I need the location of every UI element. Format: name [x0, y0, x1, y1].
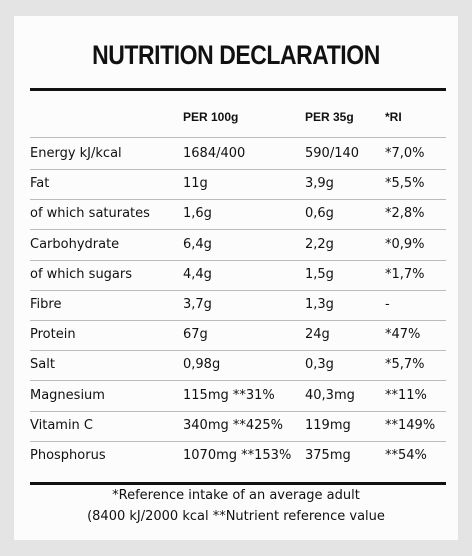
cell-value: 590/140: [305, 146, 360, 161]
cell-value: **149%: [385, 417, 436, 433]
cell-value: *7,0%: [385, 146, 425, 161]
cell-value: 1,6g: [183, 206, 212, 222]
cell-value: *0,9%: [385, 236, 425, 252]
row-label: Energy kJ/kcal: [30, 146, 122, 161]
cell-value: *2,8%: [385, 206, 425, 222]
row-rule: [30, 199, 446, 201]
cell-value: 0,6g: [305, 206, 334, 222]
cell-value: 6,4g: [183, 236, 212, 252]
column-header: PER 100g: [183, 110, 239, 124]
label-panel: NUTRITION DECLARATION *Reference intake …: [14, 16, 458, 540]
rule: [30, 482, 446, 485]
footer-line: *Reference intake of an average adult: [112, 488, 360, 503]
row-label: Protein: [30, 327, 76, 343]
row-rule: [30, 380, 446, 382]
row-label: Phosphorus: [30, 448, 106, 463]
row-label: Vitamin C: [30, 417, 94, 433]
cell-value: *47%: [385, 327, 421, 343]
row-rule: [30, 350, 446, 352]
cell-value: 4,4g: [183, 266, 212, 282]
cell-value: 119mg: [305, 417, 351, 433]
row-rule: [30, 259, 446, 261]
row-rule: [30, 229, 446, 231]
cell-value: 375mg: [305, 448, 351, 463]
title: NUTRITION DECLARATION: [92, 40, 380, 70]
row-label: Carbohydrate: [30, 236, 120, 252]
cell-value: 40,3mg: [305, 387, 355, 403]
cell-value: 115mg **31%: [183, 387, 275, 403]
cell-value: 3,7g: [183, 297, 212, 312]
cell-value: 1684/400: [183, 146, 246, 161]
cell-value: 0,98g: [183, 357, 221, 373]
row-label: Magnesium: [30, 387, 105, 403]
cell-value: *5,5%: [385, 176, 425, 192]
cell-value: -: [385, 297, 390, 312]
cell-value: **54%: [385, 448, 427, 463]
column-header: *RI: [385, 110, 402, 124]
row-label: Fibre: [30, 297, 62, 312]
cell-value: *1,7%: [385, 266, 425, 282]
cell-value: *5,7%: [385, 357, 425, 373]
cell-value: 0,3g: [305, 357, 334, 373]
cell-value: 1070mg **153%: [183, 448, 292, 463]
row-rule: [30, 410, 446, 412]
footer-line: (8400 kJ/2000 kcal **Nutrient reference …: [87, 509, 385, 524]
column-header: PER 35g: [305, 110, 354, 124]
row-label: of which saturates: [30, 206, 150, 222]
row-rule: [30, 320, 446, 321]
rule: [30, 88, 446, 91]
row-label: Salt: [30, 357, 55, 373]
cell-value: 11g: [183, 176, 208, 192]
cell-value: 2,2g: [305, 236, 334, 252]
cell-value: 67g: [183, 327, 208, 343]
cell-value: 3,9g: [305, 176, 334, 192]
cell-value: 24g: [305, 327, 330, 343]
row-rule: [30, 137, 446, 138]
cell-value: 1,3g: [305, 297, 334, 312]
row-rule: [30, 289, 446, 291]
row-rule: [30, 169, 446, 170]
cell-value: **11%: [385, 387, 427, 403]
cell-value: 1,5g: [305, 266, 334, 282]
row-label: of which sugars: [30, 266, 133, 282]
row-rule: [30, 440, 446, 442]
row-label: Fat: [30, 176, 50, 192]
cell-value: 340mg **425%: [183, 417, 284, 433]
